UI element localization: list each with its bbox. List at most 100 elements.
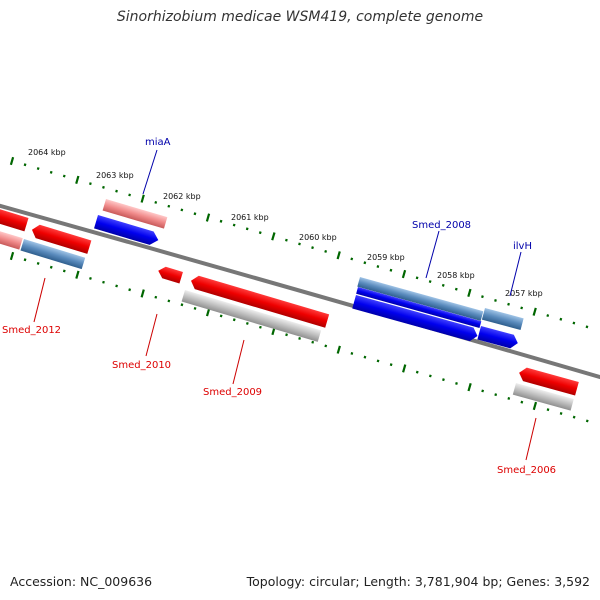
minor-tick — [62, 174, 66, 178]
minor-tick — [441, 283, 445, 287]
minor-tick — [193, 306, 197, 310]
gene-label-smed-2008[interactable]: Smed_2008 — [412, 220, 471, 231]
gene-arrow-ilvh[interactable] — [477, 326, 519, 350]
region-pink — [0, 230, 23, 250]
gene-label-miaa[interactable]: miaA — [145, 137, 171, 148]
minor-tick — [376, 359, 380, 363]
leader-line — [142, 149, 158, 195]
gene-label-ilvh[interactable]: ilvH — [513, 241, 532, 252]
gene-arrow-red[interactable] — [0, 208, 29, 232]
minor-tick — [363, 261, 367, 265]
gene-smed-2008-group — [352, 277, 524, 350]
minor-tick — [89, 276, 92, 280]
minor-tick — [494, 299, 497, 302]
gene-arrow-smed-2006[interactable] — [517, 366, 579, 396]
minor-tick — [115, 284, 118, 288]
minor-tick — [154, 295, 158, 299]
minor-tick — [89, 182, 92, 186]
gene-label-smed-2009[interactable]: Smed_2009 — [203, 387, 262, 398]
minor-tick — [311, 340, 315, 344]
minor-tick — [232, 223, 236, 227]
major-tick — [401, 269, 407, 279]
gene-arrow-smed-2012[interactable] — [30, 223, 92, 254]
leader-line — [509, 251, 522, 297]
minor-tick — [154, 200, 158, 204]
gene-miaa-group — [94, 199, 168, 247]
major-tick — [140, 289, 145, 298]
gene-smed-2006-group — [512, 366, 579, 411]
minor-tick — [454, 287, 458, 291]
minor-tick — [167, 299, 171, 303]
minor-tick — [128, 288, 132, 292]
major-tick — [75, 175, 80, 185]
tick-label: 2064 kbp — [28, 148, 66, 157]
minor-tick — [572, 321, 576, 325]
minor-tick — [507, 302, 510, 306]
major-tick — [402, 364, 407, 373]
major-tick — [336, 251, 341, 260]
major-tick — [336, 345, 341, 354]
minor-tick — [245, 227, 249, 231]
gene-arrow-smed-2010[interactable] — [156, 265, 183, 284]
minor-tick — [389, 268, 393, 272]
minor-tick — [520, 306, 524, 310]
tick-label: 2061 kbp — [231, 213, 269, 222]
major-tick — [9, 156, 15, 166]
minor-tick — [546, 408, 550, 412]
tick-label: 2060 kbp — [299, 233, 337, 242]
tick-label: 2058 kbp — [437, 271, 475, 280]
gene-arrow-miaa[interactable] — [94, 215, 160, 247]
tick-label: 2057 kbp — [505, 289, 543, 298]
minor-tick — [481, 295, 484, 299]
minor-tick — [62, 269, 66, 273]
minor-tick — [455, 382, 458, 385]
region-smed-2008-steel — [357, 277, 484, 321]
minor-tick — [442, 378, 445, 382]
minor-tick — [324, 249, 328, 253]
gene-arrow-smed-2008-upper[interactable] — [356, 287, 482, 328]
minor-tick — [350, 352, 354, 355]
topology-text: Topology: circular; Length: 3,781,904 bp… — [246, 574, 590, 589]
major-tick — [532, 401, 538, 411]
minor-tick — [324, 344, 328, 348]
major-tick — [467, 382, 472, 392]
major-tick — [75, 270, 80, 279]
region-ilvh-steel — [481, 308, 524, 330]
minor-tick — [559, 412, 563, 415]
minor-tick — [180, 208, 184, 212]
leader-line — [33, 277, 46, 323]
genome-backbone — [0, 203, 600, 380]
minor-tick — [128, 193, 131, 197]
minor-tick — [415, 276, 419, 280]
minor-tick — [415, 370, 419, 374]
region-smed-2006-gray — [512, 383, 574, 411]
minor-tick — [258, 231, 262, 235]
region-steel — [20, 239, 86, 270]
minor-tick — [180, 303, 184, 307]
minor-tick — [285, 333, 288, 337]
minor-tick — [285, 238, 288, 242]
gene-arrow-smed-2009[interactable] — [189, 274, 330, 328]
major-tick — [271, 232, 276, 241]
major-tick — [532, 307, 537, 316]
page-title: Sinorhizobium medicae WSM419, complete g… — [116, 9, 484, 25]
minor-tick — [363, 355, 367, 359]
leader-line — [145, 313, 158, 357]
gene-label-smed-2012[interactable]: Smed_2012 — [2, 325, 61, 336]
minor-tick — [585, 419, 589, 423]
gene-label-smed-2010[interactable]: Smed_2010 — [112, 360, 171, 371]
minor-tick — [481, 389, 485, 393]
gene-smed-2012-group — [0, 208, 92, 270]
leader-line — [232, 339, 245, 385]
minor-tick — [428, 280, 432, 284]
minor-tick — [49, 170, 53, 174]
minor-tick — [389, 363, 393, 367]
minor-tick — [49, 265, 53, 269]
gene-arrow-smed-2008[interactable] — [352, 295, 479, 343]
gene-label-smed-2006[interactable]: Smed_2006 — [497, 465, 556, 476]
region-miaa-pink — [102, 199, 168, 229]
major-tick — [467, 288, 472, 298]
tick-label: 2063 kbp — [96, 171, 134, 180]
region-smed-2009-gray — [181, 290, 322, 342]
